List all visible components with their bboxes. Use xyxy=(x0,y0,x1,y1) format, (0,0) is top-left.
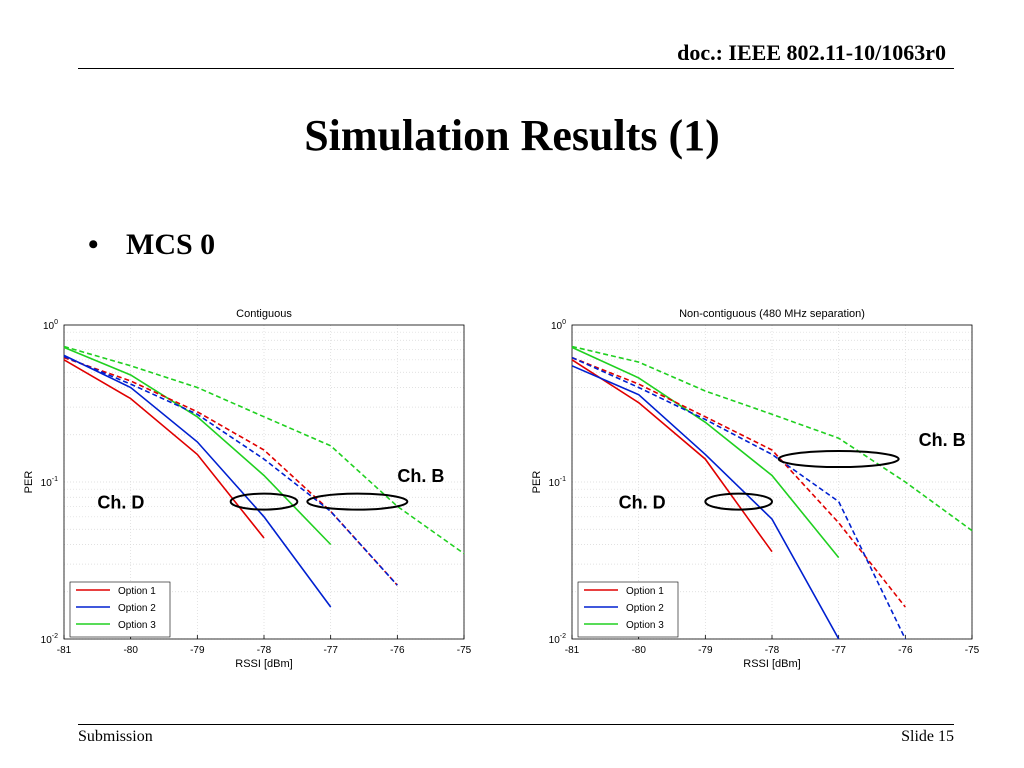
x-tick-label: -78 xyxy=(257,645,272,656)
series-line-3 xyxy=(571,356,906,608)
legend-label: Option 3 xyxy=(626,620,664,631)
legend-box xyxy=(69,581,171,638)
x-tick-label: -77 xyxy=(831,645,846,656)
bullet-text: MCS 0 xyxy=(126,228,216,261)
chart-title: Contiguous xyxy=(236,308,292,320)
series-line-4 xyxy=(63,355,398,586)
y-tick-label: 100 xyxy=(551,319,566,332)
x-tick-label: -79 xyxy=(698,645,713,656)
y-tick-base: 10 xyxy=(549,635,561,646)
y-tick-exponent: 0 xyxy=(54,319,58,326)
x-tick-label: -81 xyxy=(565,645,580,656)
annotation-label-1: Ch. B xyxy=(919,430,966,450)
y-tick-label: 100 xyxy=(43,319,58,332)
legend-label: Option 1 xyxy=(118,586,156,597)
x-tick-label: -81 xyxy=(57,645,72,656)
annotation-ellipse-1 xyxy=(777,450,900,469)
slide-title: Simulation Results (1) xyxy=(304,111,720,160)
series-line-2 xyxy=(63,346,332,546)
chart-non-contiguous: Non-contiguous (480 MHz separation) -81 -8… xyxy=(531,308,980,670)
x-axis-label: RSSI [dBm] xyxy=(743,658,800,670)
series-line-2 xyxy=(571,346,840,559)
y-tick-base: 10 xyxy=(551,321,563,332)
y-tick-base: 10 xyxy=(43,321,55,332)
chart-title: Non-contiguous (480 MHz separation) xyxy=(679,308,865,320)
y-tick-exponent: 0 xyxy=(562,319,566,326)
y-tick-exponent: -1 xyxy=(52,476,58,483)
series-line-1 xyxy=(63,354,332,608)
y-tick-label: 10-1 xyxy=(41,476,58,489)
series-line-3 xyxy=(63,356,398,586)
footer-submission: Submission xyxy=(78,728,153,745)
series-line-1 xyxy=(571,365,840,640)
legend-box xyxy=(577,581,679,638)
x-tick-label: -76 xyxy=(898,645,913,656)
legend-label: Option 2 xyxy=(626,603,664,614)
x-tick-label: -80 xyxy=(123,645,138,656)
x-tick-label: -77 xyxy=(323,645,338,656)
footer-slide-number: Slide 15 xyxy=(901,728,954,745)
footer-rule xyxy=(78,724,954,725)
annotation-label-1: Ch. B xyxy=(397,466,444,486)
x-tick-label: -80 xyxy=(631,645,646,656)
annotation-label-0: Ch. D xyxy=(619,492,666,512)
legend-label: Option 3 xyxy=(118,620,156,631)
x-tick-label: -76 xyxy=(390,645,405,656)
header-rule xyxy=(78,68,954,69)
annotation-label-0: Ch. D xyxy=(97,492,144,512)
y-tick-exponent: -2 xyxy=(52,633,58,640)
y-tick-label: 10-1 xyxy=(549,476,566,489)
y-tick-base: 10 xyxy=(41,635,53,646)
legend-label: Option 1 xyxy=(626,586,664,597)
x-axis-label: RSSI [dBm] xyxy=(235,658,292,670)
x-tick-label: -78 xyxy=(765,645,780,656)
y-axis-label: PER xyxy=(531,471,543,494)
annotation-ellipse-1 xyxy=(306,492,409,511)
series-line-5 xyxy=(63,345,465,555)
y-tick-base: 10 xyxy=(549,478,561,489)
annotation-ellipse-0 xyxy=(704,492,774,511)
x-tick-label: -79 xyxy=(190,645,205,656)
series-line-4 xyxy=(571,356,907,640)
bullet-icon: • xyxy=(88,228,99,261)
y-tick-base: 10 xyxy=(41,478,53,489)
y-tick-label: 10-2 xyxy=(549,633,566,646)
legend-label: Option 2 xyxy=(118,603,156,614)
y-tick-exponent: -2 xyxy=(560,633,566,640)
chart-contiguous: Contiguous-81 -80 -79 -78 -77 -76 -7510010-110… xyxy=(23,308,472,670)
y-tick-exponent: -1 xyxy=(560,476,566,483)
series-line-0 xyxy=(571,359,773,553)
y-axis-label: PER xyxy=(23,471,35,494)
annotation-ellipse-0 xyxy=(229,492,299,511)
document-id: doc.: IEEE 802.11-10/1063r0 xyxy=(677,40,946,65)
y-tick-label: 10-2 xyxy=(41,633,58,646)
bullet-item: • MCS 0 xyxy=(88,228,215,262)
series-line-5 xyxy=(571,345,973,532)
series-line-0 xyxy=(63,359,265,539)
x-tick-label: -75 xyxy=(457,645,472,656)
x-tick-label: -75 xyxy=(965,645,980,656)
